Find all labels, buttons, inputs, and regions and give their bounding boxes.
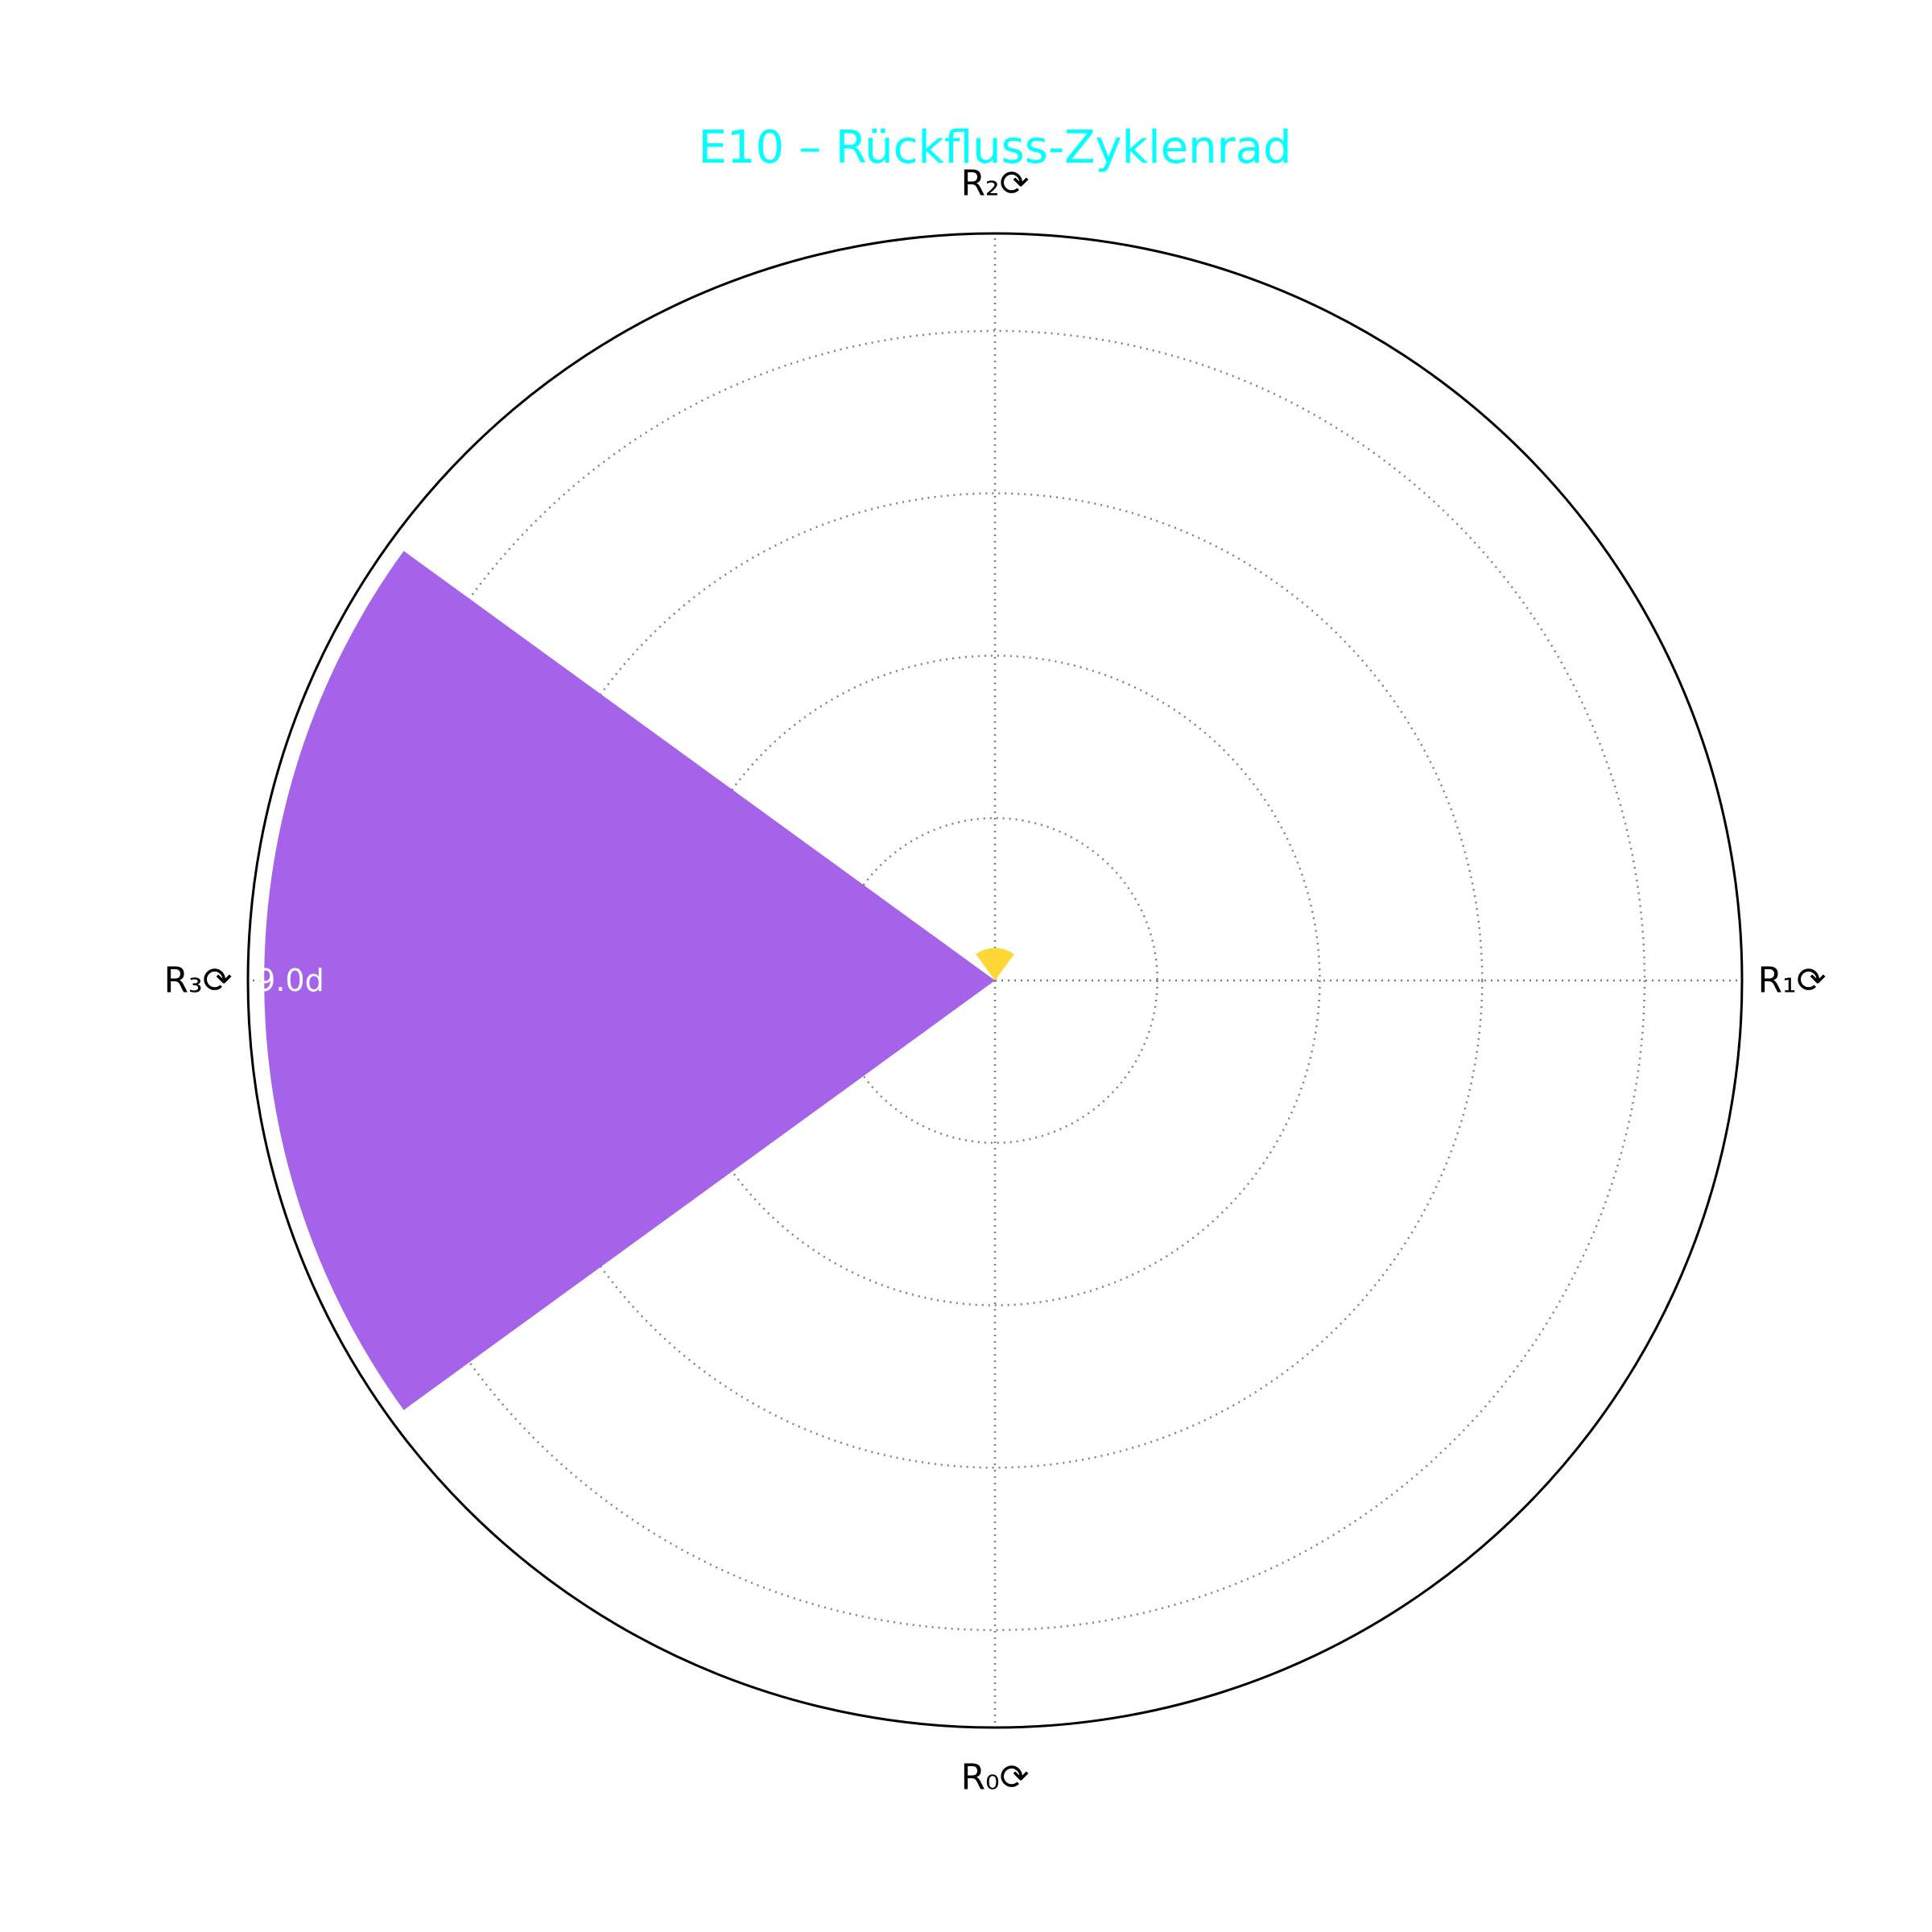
r-gridline xyxy=(669,654,1321,1307)
theta-tick-label: R₁⟳ xyxy=(1757,960,1826,1001)
label-layer: R₀⟳ R₁⟳ R₂⟳ R₃⟳ 9.0d xyxy=(163,163,1826,1798)
r-gridline xyxy=(506,492,1484,1469)
outer-axis-circle xyxy=(246,232,1744,1729)
theta-tick-label: R₂⟳ xyxy=(960,163,1029,204)
bar-2 xyxy=(976,947,1014,980)
theta-tick-label: R₃⟳ xyxy=(163,960,232,1001)
bar-layer xyxy=(264,551,1014,1410)
chart-title: E10 – Rückfluss-Zyklenrad xyxy=(699,122,1292,174)
r-gridline xyxy=(344,329,1646,1632)
data-label: 9.0d xyxy=(256,963,324,998)
bar-3 xyxy=(264,551,995,1410)
theta-tick-label: R₀⟳ xyxy=(960,1757,1029,1798)
